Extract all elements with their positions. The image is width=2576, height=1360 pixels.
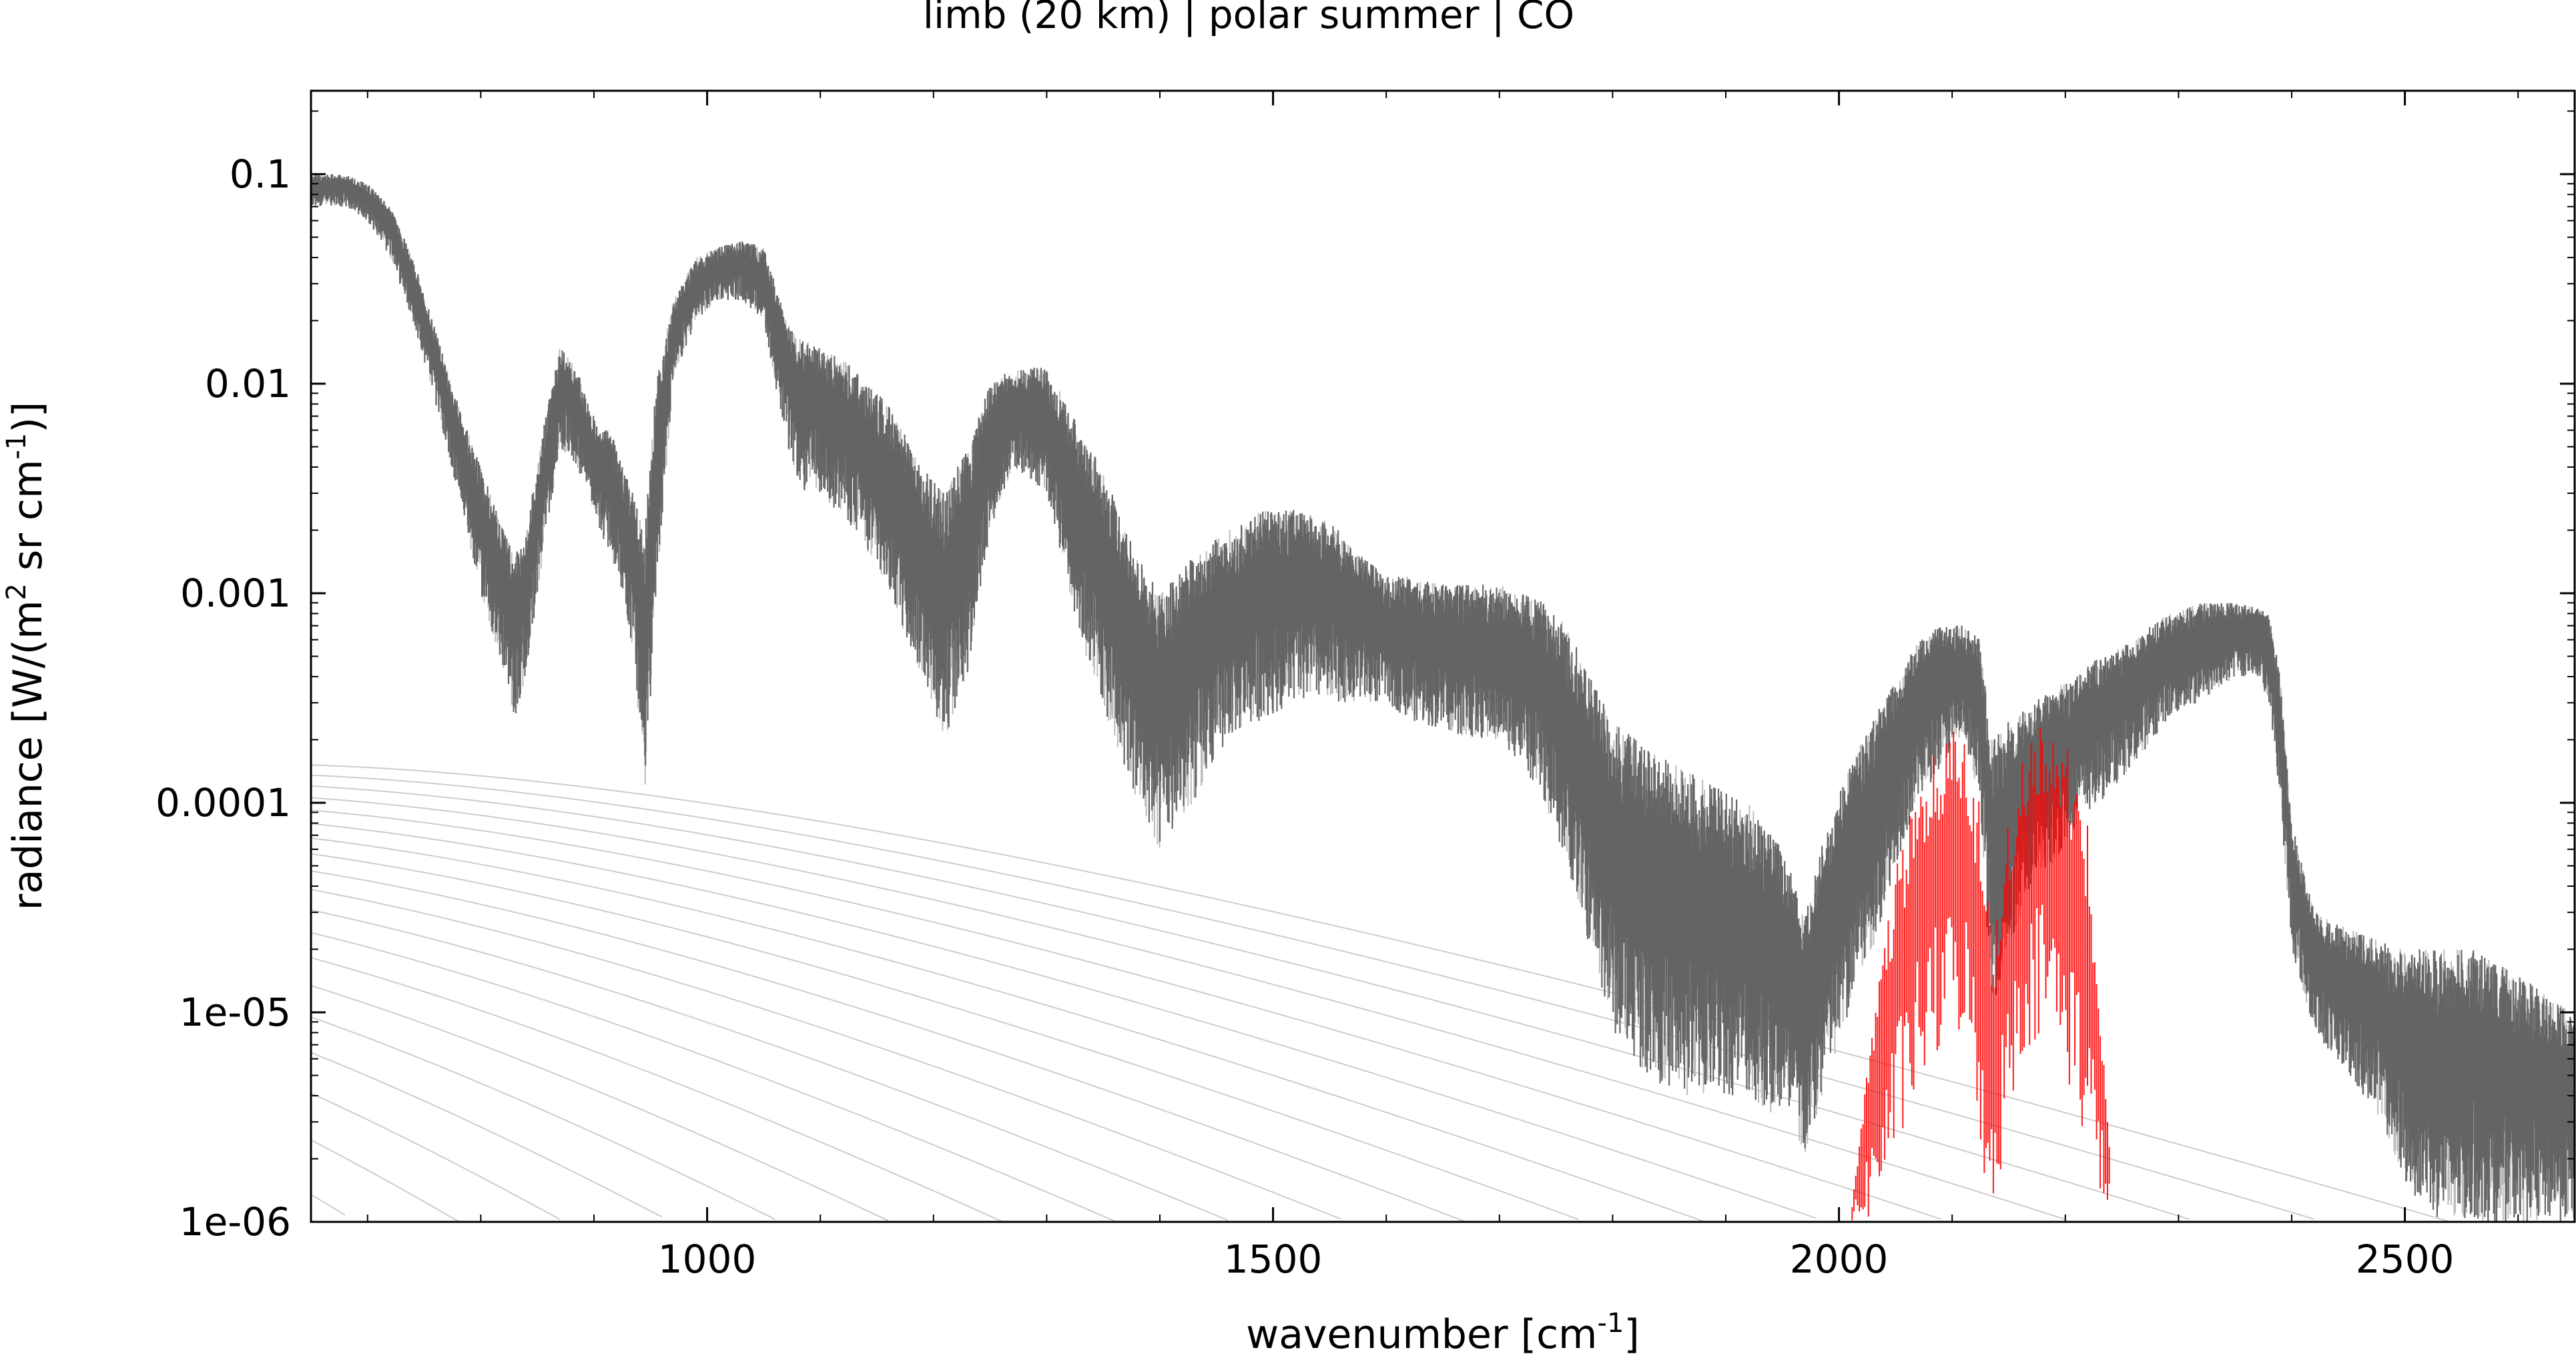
- chart-title: limb (20 km) | polar summer | CO: [923, 0, 1574, 37]
- y-tick-label: 1e-05: [180, 990, 291, 1035]
- data-series: [310, 174, 2576, 1222]
- x-tick-label: 1000: [658, 1237, 757, 1282]
- y-tick-label: 1e-06: [180, 1199, 291, 1245]
- axis-ticks: 1000 1500 2000 2500 0.1 0.01 0.001 0.0001 1e-05 1…: [155, 91, 2575, 1282]
- planck-curve-250K: [310, 823, 1817, 1219]
- planck-curve-210K: [310, 889, 1341, 1220]
- series-co: [1851, 727, 2110, 1221]
- planck-curve-150K: [310, 1052, 663, 1218]
- planck-curve-190K: [310, 932, 1115, 1222]
- x-axis-label-end: ]: [1624, 1311, 1639, 1357]
- y-axis-label-main: radiance [W/(m: [5, 600, 51, 910]
- series-total-lines: [310, 174, 2576, 1222]
- x-tick-label: 2500: [2356, 1237, 2455, 1282]
- planck-curve-260K: [310, 809, 1941, 1220]
- y-tick-label: 0.0001: [155, 780, 291, 825]
- x-axis-label-main: wavenumber [cm: [1246, 1311, 1597, 1357]
- planck-curve-180K: [310, 957, 1002, 1222]
- planck-curves: [310, 764, 2451, 1223]
- y-tick-label: 0.01: [205, 361, 291, 406]
- planck-curve-300K: [310, 764, 2451, 1223]
- y-axis-label: radiance [W/(m2 sr cm-1)]: [1, 402, 51, 910]
- planck-curve-270K: [310, 797, 2066, 1221]
- planck-curve-130K: [310, 1139, 458, 1222]
- planck-curve-120K: [310, 1194, 346, 1216]
- y-axis-label-end: )]: [5, 402, 51, 433]
- planck-curve-140K: [310, 1092, 561, 1221]
- y-tick-label: 0.1: [230, 151, 291, 197]
- planck-curve-230K: [310, 853, 1579, 1221]
- planck-curve-280K: [310, 785, 2190, 1221]
- planck-curve-220K: [310, 870, 1466, 1223]
- planck-curve-200K: [310, 909, 1229, 1221]
- planck-curve-240K: [310, 837, 1704, 1222]
- series-co-lines: [1851, 727, 2110, 1221]
- y-tick-label: 0.001: [180, 571, 291, 616]
- y-axis-label-sup-neg1: -1: [1, 433, 32, 460]
- y-axis-label-mid: sr cm: [5, 459, 51, 583]
- x-tick-label: 1500: [1224, 1237, 1323, 1282]
- x-tick-label: 2000: [1790, 1237, 1889, 1282]
- y-axis-label-sup-2: 2: [1, 583, 32, 600]
- series-total: [310, 174, 2576, 1222]
- planck-curve-170K: [310, 985, 889, 1222]
- planck-curve-160K: [310, 1016, 775, 1221]
- x-axis-label: wavenumber [cm-1]: [1246, 1308, 1640, 1357]
- x-axis-label-superscript: -1: [1598, 1308, 1624, 1339]
